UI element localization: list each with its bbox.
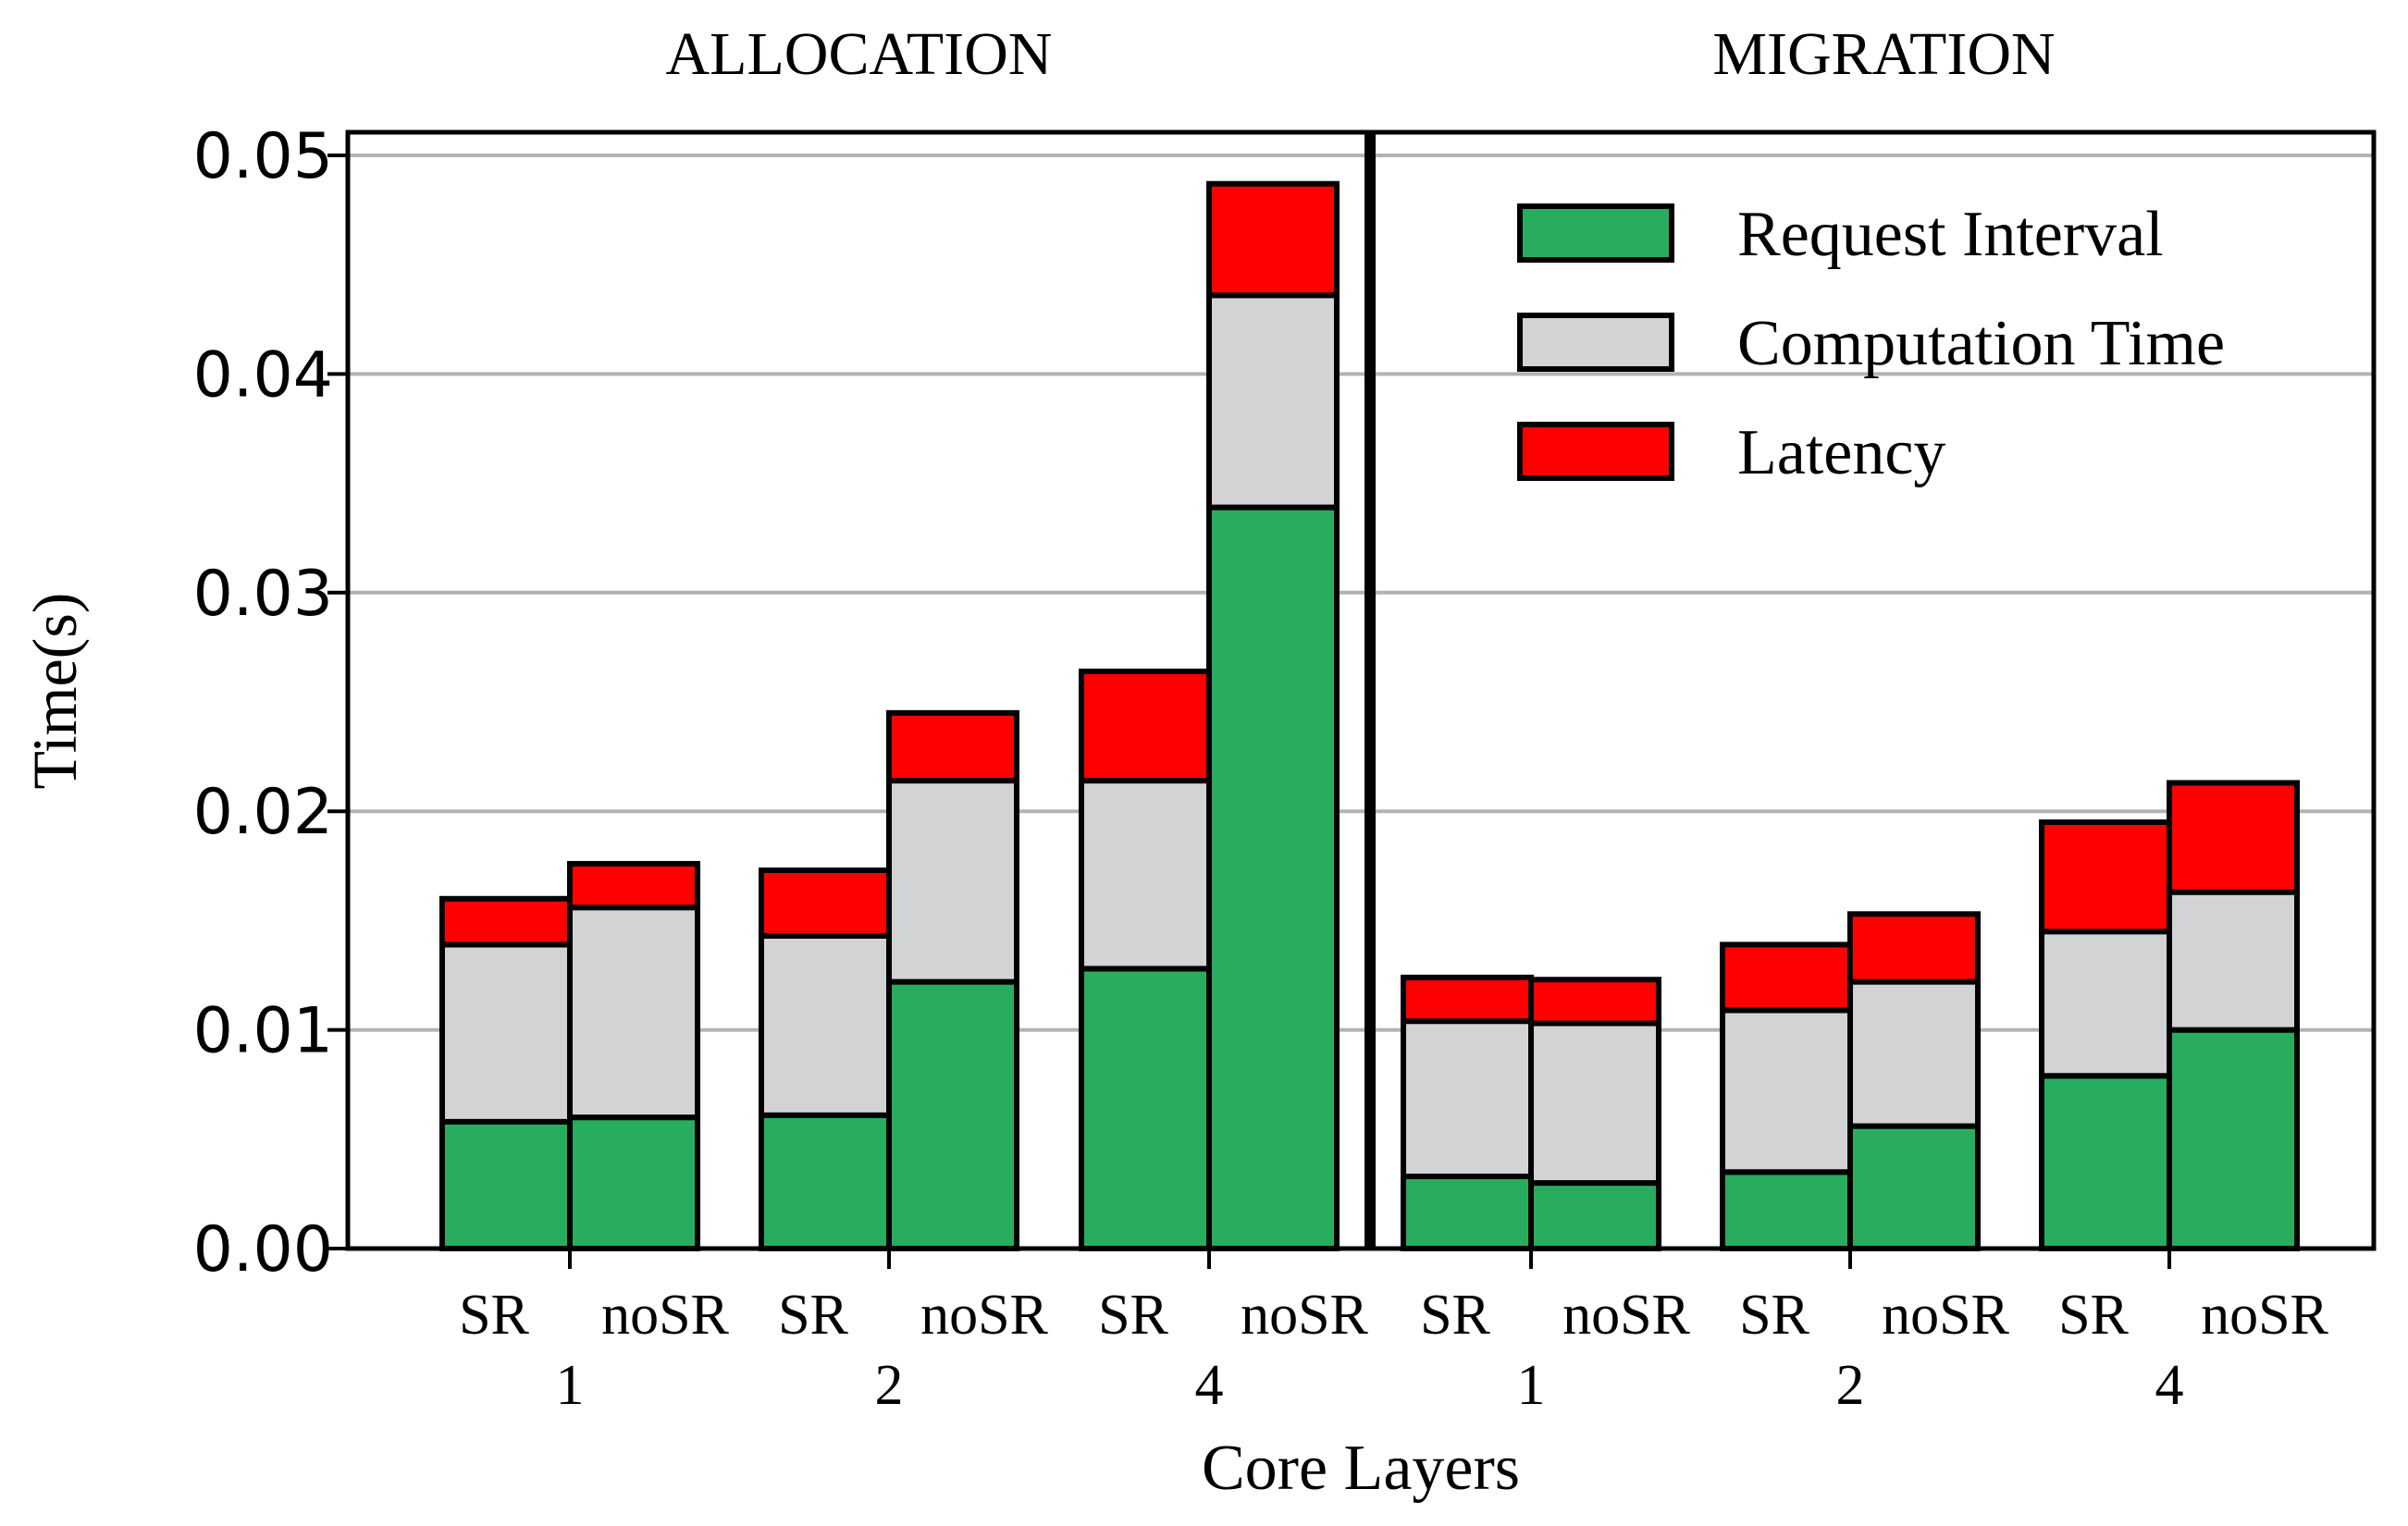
- bar-segment-computation-time: [2039, 929, 2172, 1079]
- legend: Request Interval Computation Time Latency: [1517, 199, 2225, 488]
- bar-segment-computation-time: [759, 932, 892, 1118]
- bar-segment-request-interval: [567, 1114, 700, 1252]
- y-tick-label: 0.00: [193, 1213, 333, 1286]
- bar-segment-request-interval: [2039, 1073, 2172, 1252]
- x-bar-label: SR: [1420, 1284, 1490, 1347]
- bars: [439, 180, 2300, 1252]
- bar-segment-request-interval: [886, 978, 1019, 1252]
- bar-segment-request-interval: [1206, 504, 1340, 1251]
- x-group-label: 1: [556, 1354, 585, 1417]
- x-bar-label: SR: [2058, 1284, 2129, 1347]
- bar-segment-computation-time: [1720, 1007, 1853, 1175]
- bar-segment-latency: [1079, 668, 1212, 784]
- x-group-label: 4: [1195, 1354, 1224, 1417]
- x-group-label: 1: [1517, 1354, 1546, 1417]
- bar-segment-computation-time: [1401, 1018, 1534, 1179]
- x-bar-label: noSR: [1241, 1284, 1368, 1347]
- x-bar-label: noSR: [1882, 1284, 2009, 1347]
- bar-segment-latency: [886, 709, 1019, 784]
- x-bar-label: noSR: [920, 1284, 1048, 1347]
- x-bar-label: noSR: [2201, 1284, 2328, 1347]
- bar-segment-latency: [1720, 941, 1853, 1014]
- bar-segment-request-interval: [439, 1118, 573, 1251]
- bar-segment-computation-time: [2167, 889, 2300, 1033]
- panel-titles: ALLOCATION MIGRATION: [666, 20, 2056, 88]
- legend-label: Latency: [1737, 417, 1945, 488]
- bar-segment-computation-time: [1079, 778, 1212, 972]
- bar-segment-request-interval: [1847, 1123, 1981, 1251]
- y-tick-label: 0.03: [193, 558, 333, 631]
- bar-segment-latency: [567, 860, 700, 911]
- legend-label: Request Interval: [1737, 199, 2164, 270]
- bar-segment-request-interval: [759, 1112, 892, 1252]
- bar-segment-latency: [439, 895, 573, 948]
- bar-segment-latency: [1401, 974, 1534, 1025]
- plot-border: [345, 129, 2377, 1251]
- panel-title: MIGRATION: [1712, 20, 2055, 88]
- bar-segment-latency: [1528, 977, 1661, 1027]
- x-axis: SR noSR 1 SR noSR 2 SR noSR 4 SR noSR 1 SR noSR 2 SR noS…: [459, 1249, 2329, 1504]
- y-tick-label: 0.04: [193, 338, 333, 412]
- bar-segment-computation-time: [1206, 292, 1340, 511]
- bar-segment-computation-time: [439, 941, 573, 1125]
- x-axis-title: Core Layers: [1202, 1433, 1520, 1504]
- bar-segment-latency: [2039, 819, 2172, 935]
- y-tick-label: 0.02: [193, 776, 333, 849]
- legend-swatch: [1517, 203, 1674, 263]
- legend-swatch: [1517, 313, 1674, 372]
- bar-segment-request-interval: [2167, 1027, 2300, 1251]
- bar-segment-computation-time: [1847, 978, 1981, 1129]
- x-bar-label: SR: [1739, 1284, 1809, 1347]
- bar-segment-computation-time: [567, 905, 700, 1121]
- bar-segment-computation-time: [886, 778, 1019, 985]
- panel-title: ALLOCATION: [666, 20, 1053, 88]
- bar-segment-request-interval: [1079, 966, 1212, 1251]
- x-group-label: 4: [2155, 1354, 2184, 1417]
- bar-segment-latency: [759, 868, 892, 939]
- y-tick-label: 0.05: [193, 120, 333, 193]
- bar-segment-computation-time: [1528, 1020, 1661, 1187]
- legend-label: Computation Time: [1737, 308, 2225, 379]
- bar-segment-latency: [1206, 180, 1340, 299]
- bar-segment-request-interval: [1720, 1169, 1853, 1252]
- bar-segment-request-interval: [1401, 1173, 1534, 1252]
- bar-segment-latency: [2167, 780, 2300, 895]
- bar-segment-latency: [1847, 911, 1981, 985]
- y-tick-label: 0.01: [193, 995, 333, 1068]
- x-bar-label: noSR: [1562, 1284, 1690, 1347]
- gridlines: [348, 154, 2374, 1032]
- y-axis-title: Time(s): [19, 593, 90, 790]
- x-group-label: 2: [1836, 1354, 1865, 1417]
- x-bar-label: SR: [778, 1284, 848, 1347]
- y-axis: 0.00 0.01 0.02 0.03 0.04 0.05 Time(s): [19, 120, 348, 1286]
- x-bar-label: SR: [459, 1284, 529, 1347]
- bar-segment-request-interval: [1528, 1180, 1661, 1251]
- x-bar-label: noSR: [601, 1284, 729, 1347]
- x-group-label: 2: [875, 1354, 904, 1417]
- legend-swatch: [1517, 422, 1674, 481]
- plot-frame: [345, 129, 2377, 1251]
- x-bar-label: SR: [1098, 1284, 1168, 1347]
